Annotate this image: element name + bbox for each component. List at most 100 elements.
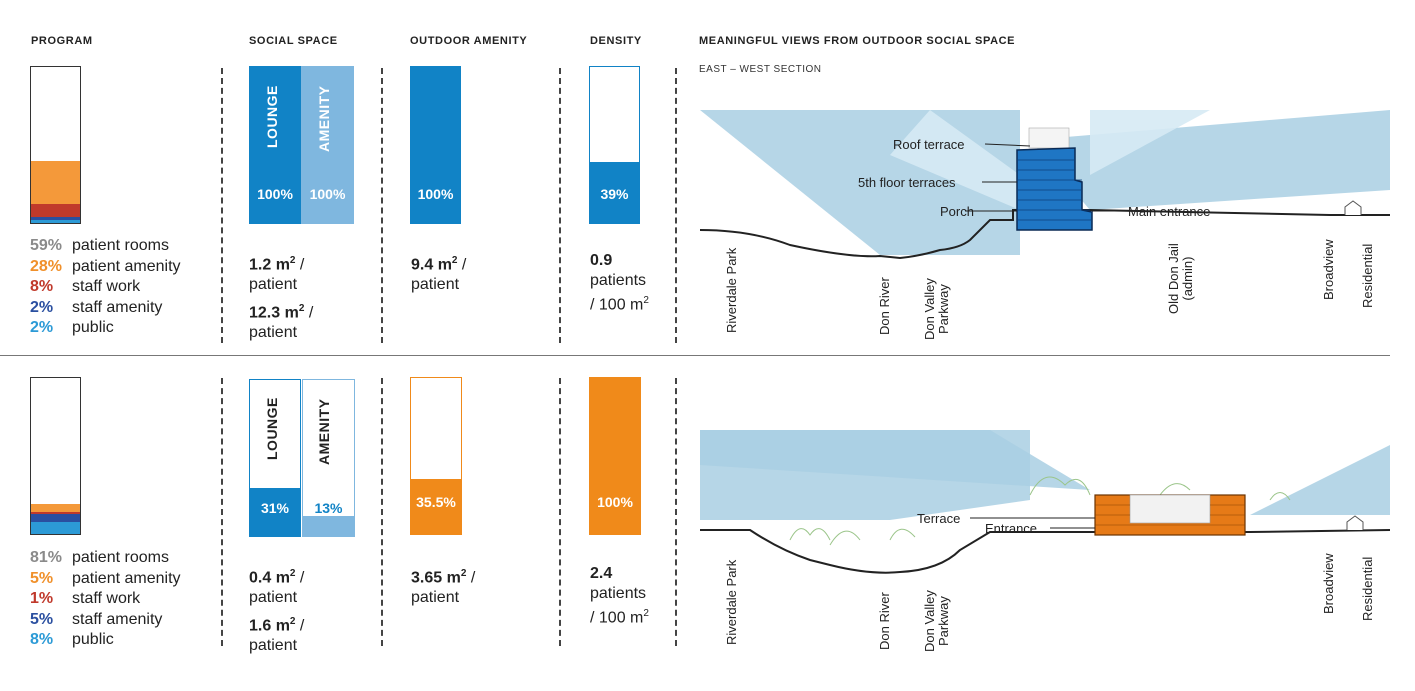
social-metric-2: 12.3 m2 /patient	[249, 303, 314, 342]
view-wedge	[1250, 445, 1390, 515]
program-stacked-bar	[30, 66, 81, 224]
header-views: MEANINGFUL VIEWS FROM OUTDOOR SOCIAL SPA…	[699, 35, 1016, 47]
legend-pct: 81%	[30, 549, 63, 566]
divider	[381, 378, 383, 646]
legend-pct: 8%	[30, 278, 54, 295]
amenity-pct: 100%	[309, 186, 346, 202]
divider	[559, 378, 561, 646]
header-program: PROGRAM	[31, 35, 93, 47]
legend-item: 2% staff amenity	[30, 298, 181, 319]
legend-pct: 5%	[30, 569, 54, 587]
legend-item: 59% patient rooms	[30, 236, 181, 257]
amenity-fill	[303, 515, 354, 536]
legend-pct: 2%	[30, 298, 54, 316]
amenity-label: AMENITY	[316, 85, 332, 153]
divider	[221, 68, 223, 343]
density-pct: 100%	[597, 494, 633, 510]
program-segment-patient-amenity	[31, 504, 80, 513]
program-segment-public	[31, 219, 80, 223]
density-pct: 39%	[600, 186, 629, 202]
legend-label: staff amenity	[72, 298, 163, 316]
view-wedge	[1030, 110, 1390, 210]
label-roof-terrace: Roof terrace	[893, 137, 965, 152]
residential-house-icon	[1344, 200, 1362, 215]
outdoor-metric: 3.65 m2 /patient	[411, 568, 476, 607]
lounge-label: LOUNGE	[264, 397, 280, 460]
label-broadview: Broadview	[1321, 239, 1336, 300]
legend-item: 5% patient amenity	[30, 569, 181, 590]
legend-label: staff amenity	[72, 610, 163, 628]
header-density: DENSITY	[590, 35, 642, 47]
lounge-fill	[250, 487, 300, 536]
legend-pct: 28%	[30, 257, 63, 275]
label-dvp: Don Valley Parkway	[922, 590, 951, 652]
social-metric-2: 1.6 m2 /patient	[249, 616, 305, 655]
legend-item: 28% patient amenity	[30, 257, 181, 278]
legend-label: public	[72, 631, 114, 648]
east-west-section-top	[699, 110, 1390, 260]
density-fill	[590, 378, 640, 534]
legend-pct: 5%	[30, 610, 54, 628]
roof-structure	[1028, 127, 1070, 149]
east-west-section-bottom	[700, 430, 1391, 574]
density-metric: 2.4 patients/ 100 m2	[590, 565, 649, 627]
building-section	[1016, 147, 1093, 231]
lounge-label: LOUNGE	[264, 85, 280, 148]
label-residential: Residential	[1360, 243, 1375, 308]
legend-item: 1% staff work	[30, 589, 181, 610]
density-bar	[589, 66, 640, 224]
lounge-bar	[249, 379, 301, 537]
legend-item: 8% staff work	[30, 277, 181, 298]
ground-line	[700, 529, 1391, 574]
program-segment-patient-amenity	[31, 160, 80, 205]
label-dvp: Don Valley Parkway	[922, 278, 951, 340]
program-stacked-bar	[30, 377, 81, 535]
program-segment-staff-amenity	[31, 513, 80, 522]
view-wedge	[890, 110, 1020, 210]
social-metric-1: 1.2 m2 /patient	[249, 255, 305, 294]
amenity-bar	[302, 379, 355, 537]
divider	[675, 68, 677, 343]
label-residential: Residential	[1360, 556, 1375, 621]
legend-label: patient amenity	[72, 257, 181, 275]
label-fifth-floor: 5th floor terraces	[858, 175, 956, 190]
divider	[675, 378, 677, 646]
legend-pct: 59%	[30, 237, 63, 254]
legend-pct: 8%	[30, 631, 54, 648]
legend-item: 2% public	[30, 318, 181, 339]
label-don-river: Don River	[877, 277, 892, 335]
program-segment-public	[31, 521, 80, 534]
density-fill	[590, 162, 639, 223]
label-old-don-jail: Old Don Jail (admin)	[1166, 243, 1195, 314]
divider	[221, 378, 223, 646]
program-segment-staff-work	[31, 204, 80, 217]
courtyard	[1129, 494, 1211, 524]
legend-label: staff work	[72, 278, 141, 295]
program-legend: 59% patient rooms 28% patient amenity 8% st…	[30, 236, 181, 339]
label-don-river: Don River	[877, 592, 892, 650]
legend-label: public	[72, 319, 114, 336]
row-separator	[0, 355, 1390, 356]
header-social-space: SOCIAL SPACE	[249, 35, 338, 47]
social-metric-1: 0.4 m2 /patient	[249, 568, 305, 607]
label-entrance: Entrance	[985, 521, 1038, 536]
outdoor-pct: 100%	[417, 186, 454, 202]
legend-pct: 2%	[30, 319, 54, 336]
divider	[559, 68, 561, 343]
program-legend: 81% patient rooms 5% patient amenity 1% sta…	[30, 548, 181, 651]
program-segment-staff-amenity	[31, 216, 80, 220]
view-wedge	[700, 430, 1090, 490]
outdoor-bar	[410, 66, 461, 224]
density-bar	[589, 377, 641, 535]
lounge-pct: 100%	[257, 186, 293, 202]
legend-item: 81% patient rooms	[30, 548, 181, 569]
program-segment-staff-work	[31, 512, 80, 514]
legend-label: patient amenity	[72, 569, 181, 587]
view-wedge	[1090, 110, 1210, 175]
divider	[381, 68, 383, 343]
label-broadview: Broadview	[1321, 553, 1336, 614]
label-riverdale: Riverdale Park	[724, 247, 739, 333]
lounge-bar	[249, 66, 301, 224]
label-porch: Porch	[940, 204, 974, 219]
outdoor-metric: 9.4 m2 /patient	[411, 255, 467, 294]
